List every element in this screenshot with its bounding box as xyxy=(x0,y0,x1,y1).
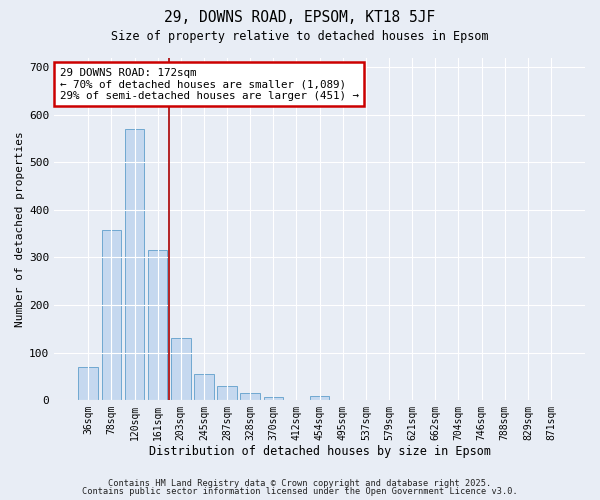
Text: Size of property relative to detached houses in Epsom: Size of property relative to detached ho… xyxy=(111,30,489,43)
Text: Contains public sector information licensed under the Open Government Licence v3: Contains public sector information licen… xyxy=(82,487,518,496)
Text: 29, DOWNS ROAD, EPSOM, KT18 5JF: 29, DOWNS ROAD, EPSOM, KT18 5JF xyxy=(164,10,436,25)
Bar xyxy=(310,396,329,400)
Y-axis label: Number of detached properties: Number of detached properties xyxy=(15,131,25,326)
Bar xyxy=(241,393,260,400)
Bar xyxy=(217,386,237,400)
Bar xyxy=(148,250,167,400)
Bar xyxy=(101,230,121,400)
Text: Contains HM Land Registry data © Crown copyright and database right 2025.: Contains HM Land Registry data © Crown c… xyxy=(109,478,491,488)
Bar xyxy=(263,398,283,400)
Bar xyxy=(194,374,214,400)
Bar xyxy=(79,367,98,400)
X-axis label: Distribution of detached houses by size in Epsom: Distribution of detached houses by size … xyxy=(149,444,491,458)
Text: 29 DOWNS ROAD: 172sqm
← 70% of detached houses are smaller (1,089)
29% of semi-d: 29 DOWNS ROAD: 172sqm ← 70% of detached … xyxy=(59,68,359,101)
Bar xyxy=(171,338,191,400)
Bar xyxy=(125,129,145,400)
